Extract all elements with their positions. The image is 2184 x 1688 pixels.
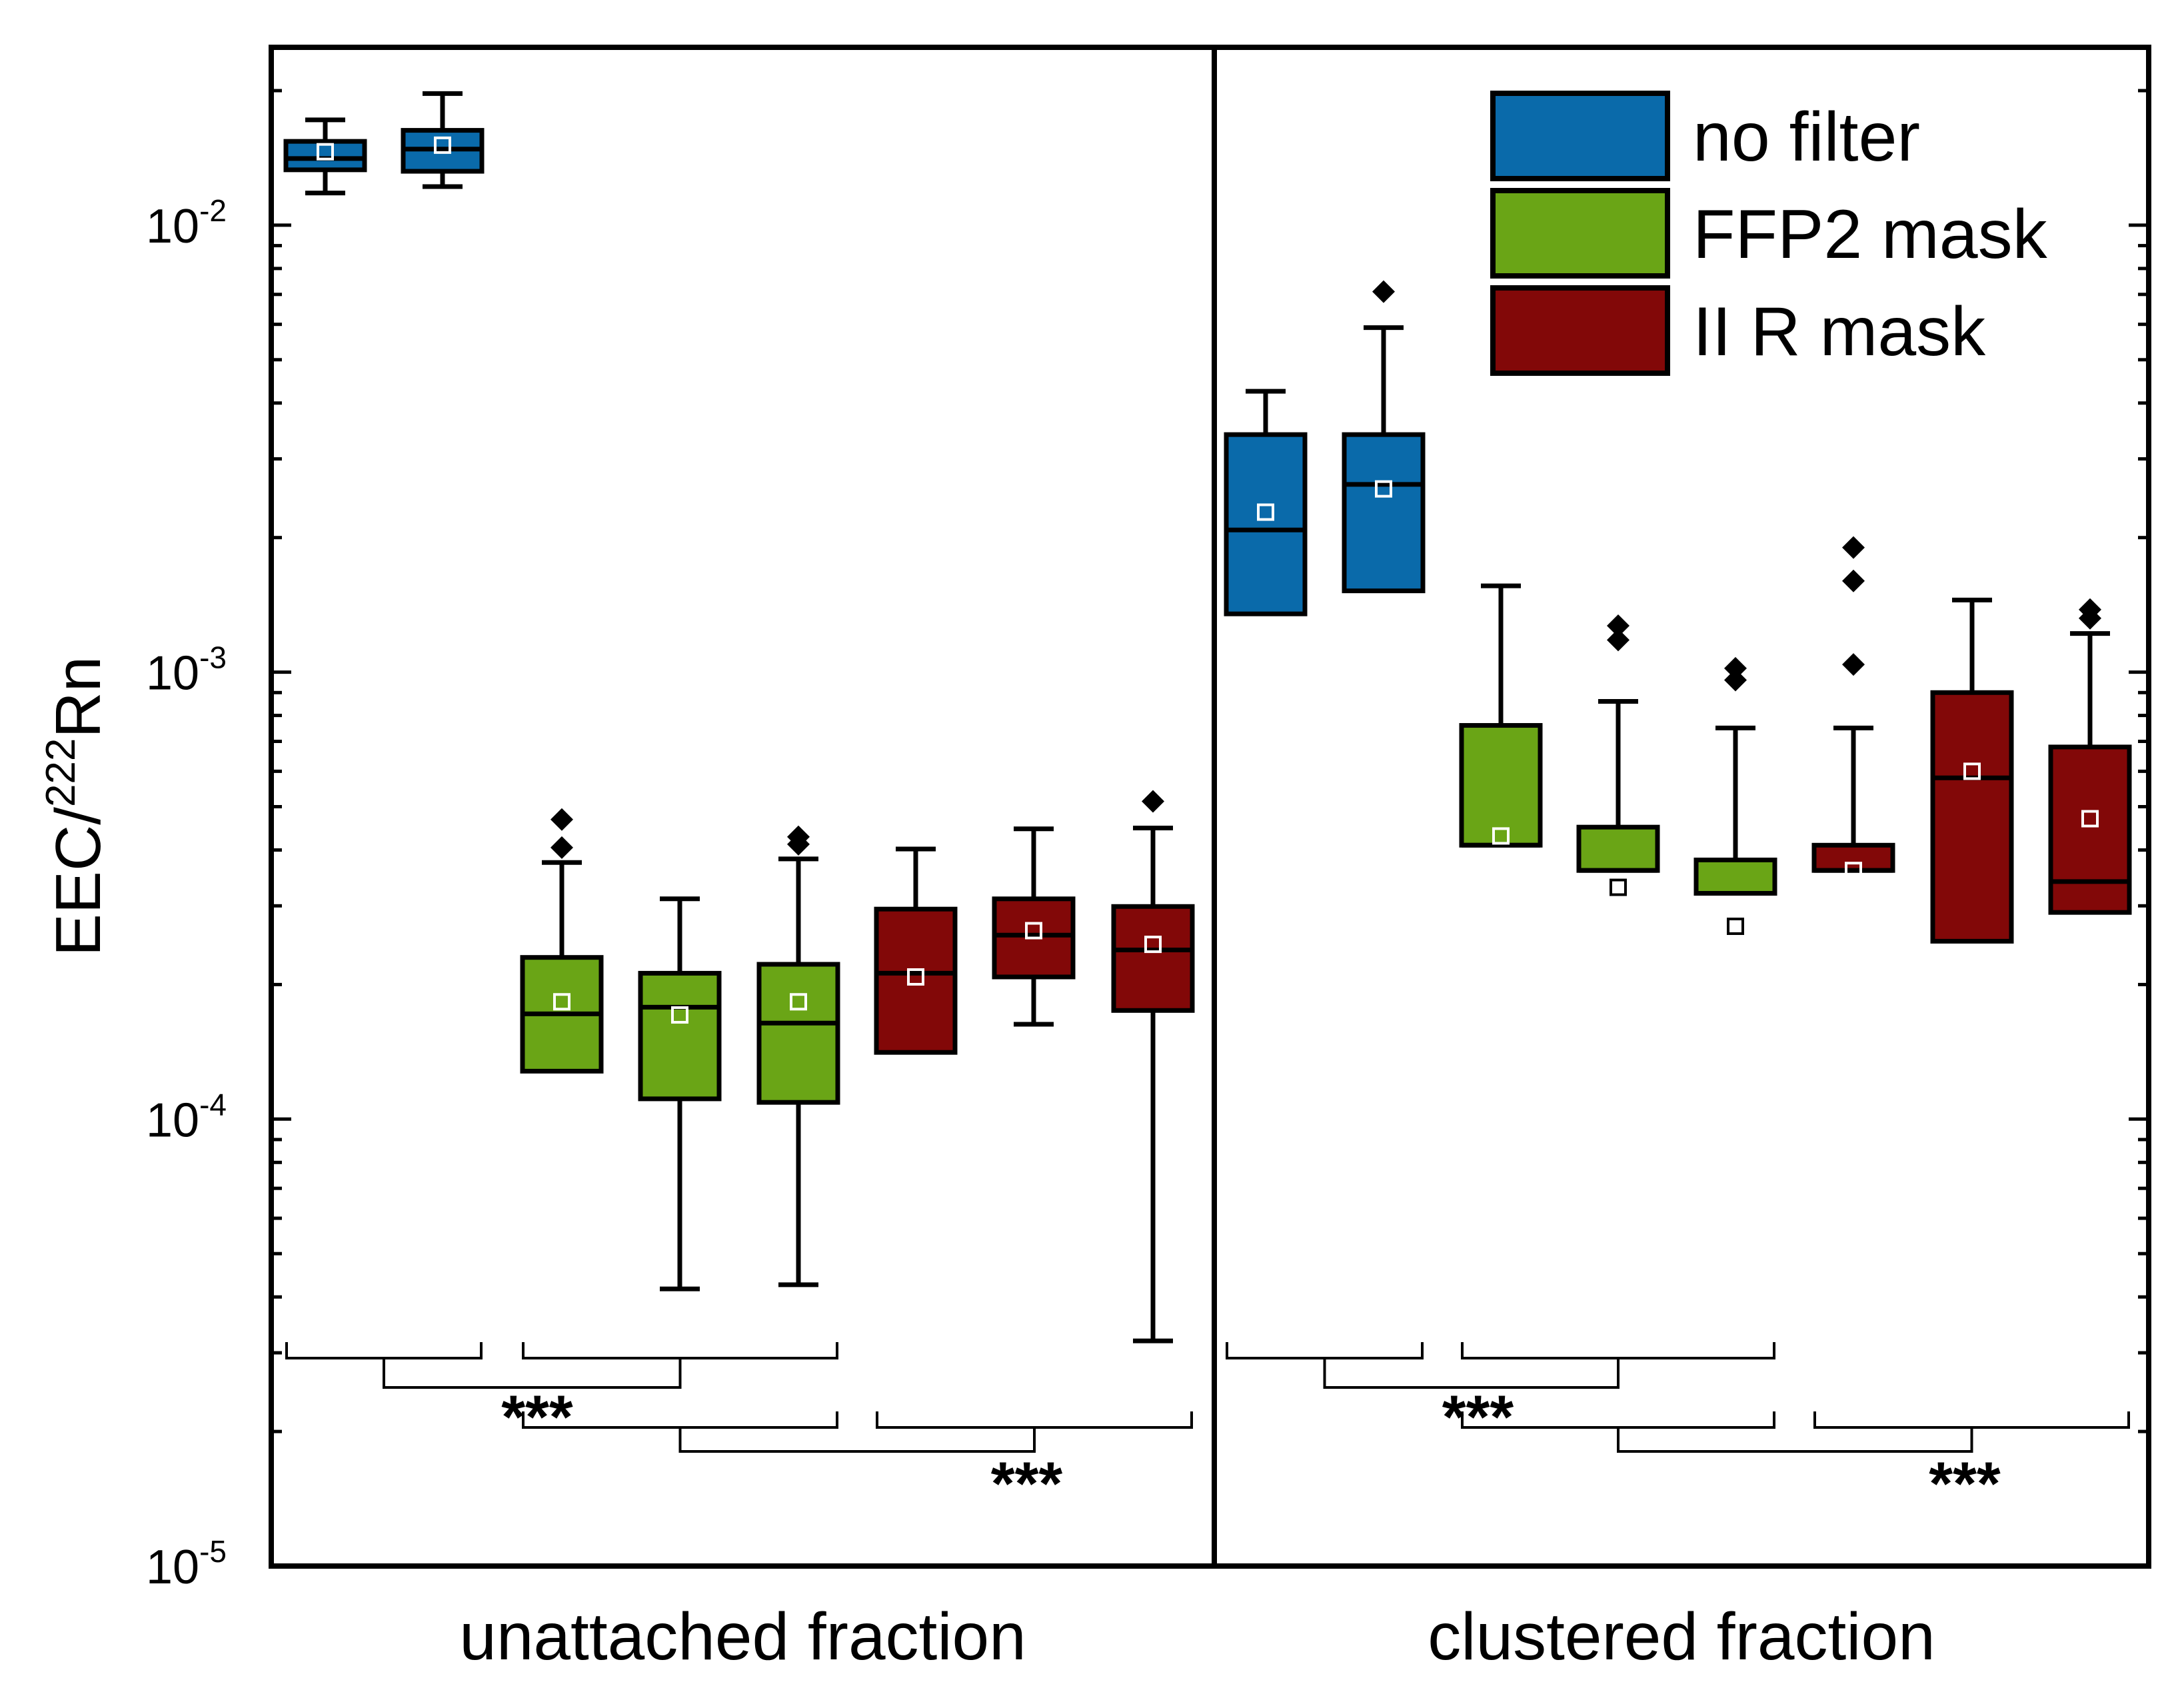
outlier-point xyxy=(1842,653,1865,676)
y-tick-label: 10-5 xyxy=(146,1534,227,1594)
mean-marker xyxy=(553,993,570,1011)
box-iqr xyxy=(638,970,722,1102)
legend-item-iir: II R mask xyxy=(1490,285,1986,376)
boxes-layer xyxy=(283,91,2132,1343)
box-iqr xyxy=(1811,842,1895,873)
mean-marker xyxy=(1025,922,1042,940)
significance-bracket: *** xyxy=(522,1411,1193,1518)
mean-marker xyxy=(2081,810,2099,828)
box-iqr xyxy=(756,962,840,1105)
y-tick-label: 10-2 xyxy=(146,193,227,253)
box-iqr xyxy=(1111,904,1195,1013)
box-iqr xyxy=(1930,690,2014,944)
outlier-point xyxy=(1142,790,1164,813)
legend-swatch xyxy=(1490,285,1670,376)
outlier-point xyxy=(1724,656,1747,680)
box-1-1 xyxy=(283,117,367,196)
bracket-connector xyxy=(383,1358,682,1389)
axes-layer: 10-2 10-3 10-4 10-5 EEC/222Rn unattached frac… xyxy=(38,193,1935,1674)
mean-marker xyxy=(317,143,334,161)
mean-marker xyxy=(1257,503,1274,521)
legend: no filter FFP2 mask II R mask xyxy=(1490,91,2048,376)
outlier-point xyxy=(550,836,573,859)
significance-label: *** xyxy=(1929,1450,2001,1518)
bracket-connector xyxy=(1617,1427,1973,1453)
legend-item-ffp2: FFP2 mask xyxy=(1490,188,2048,279)
significance-bracket: *** xyxy=(1461,1411,2130,1518)
bracket-connector xyxy=(678,1427,1036,1453)
box-1-7 xyxy=(992,826,1076,1027)
box-2-5 xyxy=(1693,656,1777,935)
mean-marker xyxy=(1963,762,1981,780)
mean-marker xyxy=(671,1006,688,1024)
outlier-point xyxy=(1842,569,1865,592)
outlier-point xyxy=(1372,280,1395,303)
bracket-left-group xyxy=(285,1342,483,1359)
bracket-right-group xyxy=(1461,1342,1775,1359)
box-1-8 xyxy=(1111,790,1195,1343)
legend-swatch xyxy=(1490,91,1670,181)
box-iqr xyxy=(1576,824,1660,873)
mean-marker xyxy=(1492,827,1510,845)
outlier-point xyxy=(1842,536,1865,559)
y-tick-label: 10-3 xyxy=(146,640,227,700)
outlier-point xyxy=(1607,628,1630,652)
outlier-point xyxy=(2079,598,2101,621)
box-1-5 xyxy=(756,825,840,1287)
bracket-connector xyxy=(1323,1358,1620,1389)
box-1-2 xyxy=(401,91,485,189)
x-panel-label: clustered fraction xyxy=(1428,1599,1935,1674)
y-axis-label: EEC/222Rn xyxy=(38,656,114,956)
legend-label: no filter xyxy=(1693,99,1920,176)
legend-item-no_filter: no filter xyxy=(1490,91,1920,181)
legend-label: II R mask xyxy=(1693,293,1986,371)
bracket-right-group xyxy=(522,1342,838,1359)
brackets-layer: *** *** *** *** xyxy=(285,1342,2130,1518)
box-2-3 xyxy=(1459,583,1543,848)
legend-swatch xyxy=(1490,188,1670,279)
bracket-right-group xyxy=(1813,1411,2130,1429)
significance-label: *** xyxy=(1442,1383,1514,1451)
outlier-point xyxy=(787,825,810,848)
mean-marker xyxy=(1610,878,1627,896)
significance-bracket: *** xyxy=(1226,1342,1775,1451)
mean-marker xyxy=(907,968,924,986)
outlier-point xyxy=(550,808,573,831)
mean-marker xyxy=(1144,936,1162,954)
box-1-4 xyxy=(638,896,722,1291)
box-iqr xyxy=(874,906,958,1055)
significance-label: *** xyxy=(991,1450,1063,1518)
box-iqr xyxy=(1459,723,1543,848)
mean-marker xyxy=(1845,862,1862,880)
legend-label: FFP2 mask xyxy=(1693,196,2048,273)
box-iqr xyxy=(2048,744,2132,915)
bracket-right-group xyxy=(876,1411,1193,1429)
box-2-6 xyxy=(1811,536,1895,880)
box-iqr xyxy=(1693,857,1777,896)
x-panel-label: unattached fraction xyxy=(459,1599,1026,1674)
box-2-7 xyxy=(1930,597,2014,944)
box-iqr xyxy=(283,139,367,173)
significance-label: *** xyxy=(501,1383,573,1451)
significance-bracket: *** xyxy=(285,1342,838,1451)
plot-frame xyxy=(269,45,2151,1569)
outlier-point xyxy=(1724,668,1747,692)
box-1-6 xyxy=(874,846,958,1055)
outlier-point xyxy=(1607,614,1630,637)
box-2-4 xyxy=(1576,614,1660,896)
mean-marker xyxy=(1727,917,1744,935)
y-tick-label: 10-4 xyxy=(146,1087,227,1147)
box-2-8 xyxy=(2048,598,2132,915)
mean-marker xyxy=(1375,480,1392,498)
box-1-3 xyxy=(520,808,604,1074)
bracket-left-group xyxy=(1226,1342,1424,1359)
box-2-1 xyxy=(1224,389,1308,616)
box-iqr xyxy=(1224,432,1308,616)
mean-marker xyxy=(790,993,807,1011)
box-iqr xyxy=(1342,432,1426,594)
box-2-2 xyxy=(1342,280,1426,594)
mean-marker xyxy=(434,136,451,154)
